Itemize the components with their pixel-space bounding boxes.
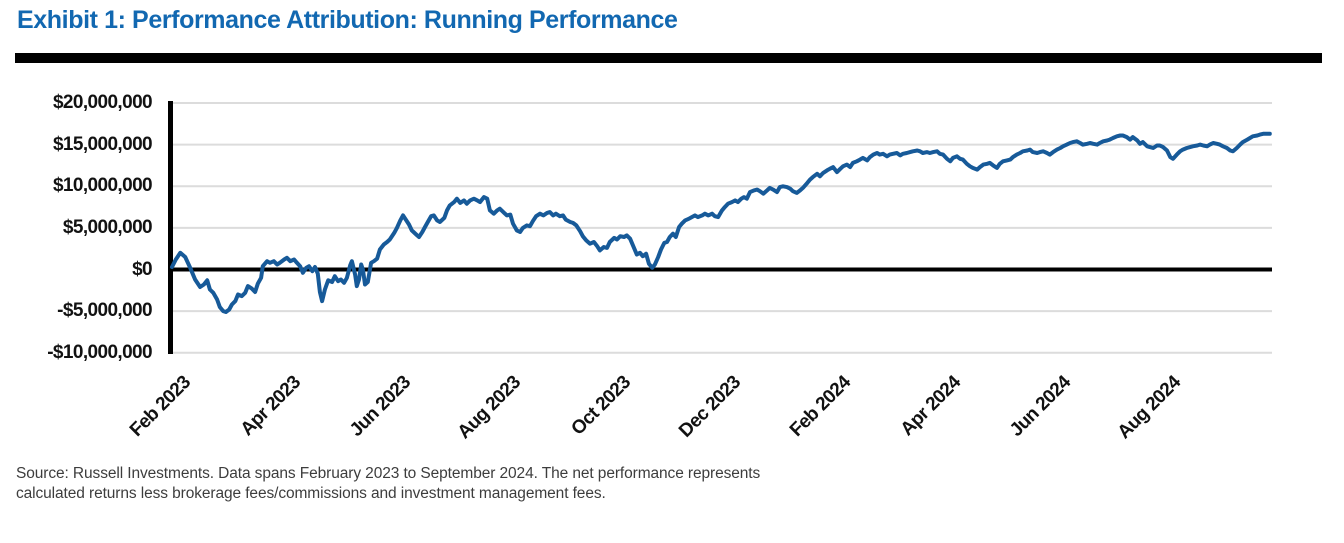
source-note: Source: Russell Investments. Data spans … bbox=[16, 464, 956, 503]
performance-line-chart bbox=[168, 101, 1272, 354]
source-note-line-2: calculated returns less brokerage fees/c… bbox=[16, 484, 606, 502]
source-note-line-1: Source: Russell Investments. Data spans … bbox=[16, 465, 761, 482]
running-performance-line bbox=[170, 131, 1272, 314]
y-axis-tick-label: $20,000,000 bbox=[52, 92, 153, 113]
y-axis-tick-label: -$5,000,000 bbox=[57, 300, 152, 322]
y-axis-tick-label: $0 bbox=[132, 258, 153, 280]
y-axis-tick-label: $10,000,000 bbox=[52, 175, 153, 197]
y-axis-tick-label: $15,000,000 bbox=[52, 133, 153, 155]
y-axis-tick-label: $5,000,000 bbox=[62, 216, 153, 238]
exhibit-title: Exhibit 1: Performance Attribution: Runn… bbox=[17, 6, 678, 34]
title-divider-bar bbox=[15, 53, 1322, 63]
y-axis-tick-label: -$10,000,000 bbox=[47, 341, 152, 363]
